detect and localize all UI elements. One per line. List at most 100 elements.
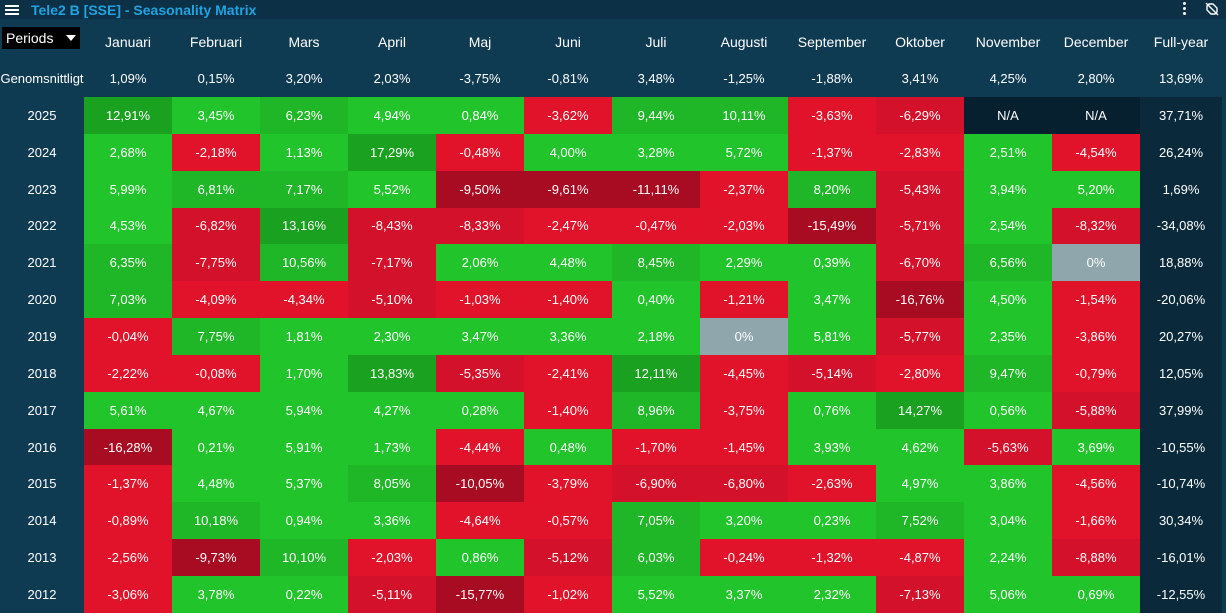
month-return-cell[interactable]: -1,66%	[1052, 502, 1140, 540]
month-header[interactable]: Oktober	[895, 33, 945, 50]
month-return-cell[interactable]: 3,86%	[964, 465, 1052, 503]
month-return-cell[interactable]: -10,05%	[436, 465, 524, 503]
month-return-cell[interactable]: -3,86%	[1052, 318, 1140, 355]
month-return-cell[interactable]: -1,40%	[524, 281, 612, 319]
month-return-cell[interactable]: 0,69%	[1052, 575, 1140, 613]
month-header[interactable]: Juni	[555, 33, 581, 50]
month-return-cell[interactable]: -7,75%	[172, 244, 260, 282]
month-return-cell[interactable]: 14,27%	[876, 391, 964, 429]
month-return-cell[interactable]: -0,89%	[84, 502, 172, 540]
month-return-cell[interactable]: 0%	[700, 318, 788, 355]
month-return-cell[interactable]: -5,11%	[348, 575, 436, 613]
month-header[interactable]: Januari	[105, 33, 151, 50]
month-return-cell[interactable]: 5,52%	[612, 575, 700, 613]
month-return-cell[interactable]: 2,29%	[700, 244, 788, 282]
unlink-icon[interactable]	[1204, 1, 1220, 17]
month-return-cell[interactable]: -4,44%	[436, 428, 524, 466]
month-return-cell[interactable]: -9,61%	[524, 170, 612, 208]
month-return-cell[interactable]: -6,82%	[172, 207, 260, 245]
month-return-cell[interactable]: 1,70%	[260, 354, 348, 392]
month-return-cell[interactable]: 2,06%	[436, 244, 524, 282]
month-return-cell[interactable]: 4,27%	[348, 391, 436, 429]
month-return-cell[interactable]: 10,11%	[700, 97, 788, 134]
month-return-cell[interactable]: 5,20%	[1052, 170, 1140, 208]
month-return-cell[interactable]: -1,54%	[1052, 281, 1140, 319]
month-return-cell[interactable]: 4,00%	[524, 133, 612, 171]
month-return-cell[interactable]: N/A	[964, 97, 1052, 134]
month-return-cell[interactable]: 7,52%	[876, 502, 964, 540]
month-return-cell[interactable]: -2,37%	[700, 170, 788, 208]
month-return-cell[interactable]: -2,22%	[84, 354, 172, 392]
month-return-cell[interactable]: N/A	[1052, 97, 1140, 134]
month-return-cell[interactable]: -5,12%	[524, 539, 612, 576]
month-return-cell[interactable]: 2,68%	[84, 133, 172, 171]
month-return-cell[interactable]: 13,83%	[348, 354, 436, 392]
month-return-cell[interactable]: 17,29%	[348, 133, 436, 171]
month-return-cell[interactable]: -9,73%	[172, 539, 260, 576]
month-return-cell[interactable]: 1,73%	[348, 428, 436, 466]
month-return-cell[interactable]: -3,75%	[700, 391, 788, 429]
month-return-cell[interactable]: 1,13%	[260, 133, 348, 171]
month-header[interactable]: April	[377, 33, 406, 50]
month-return-cell[interactable]: -4,64%	[436, 502, 524, 540]
month-return-cell[interactable]: 0,23%	[788, 502, 876, 540]
month-return-cell[interactable]: -4,56%	[1052, 465, 1140, 503]
month-return-cell[interactable]: -3,63%	[788, 97, 876, 134]
month-return-cell[interactable]: -4,09%	[172, 281, 260, 319]
month-return-cell[interactable]: -16,76%	[876, 281, 964, 319]
month-return-cell[interactable]: 3,28%	[612, 133, 700, 171]
month-return-cell[interactable]: 5,94%	[260, 391, 348, 429]
month-return-cell[interactable]: -2,80%	[876, 354, 964, 392]
month-return-cell[interactable]: 6,23%	[260, 97, 348, 134]
month-return-cell[interactable]: -5,10%	[348, 281, 436, 319]
month-return-cell[interactable]: -6,70%	[876, 244, 964, 282]
month-return-cell[interactable]: 5,72%	[700, 133, 788, 171]
month-return-cell[interactable]: 2,18%	[612, 318, 700, 355]
month-return-cell[interactable]: 0,56%	[964, 391, 1052, 429]
month-return-cell[interactable]: -7,17%	[348, 244, 436, 282]
month-header[interactable]: Mars	[288, 33, 320, 50]
month-return-cell[interactable]: 9,44%	[612, 97, 700, 134]
month-return-cell[interactable]: 3,47%	[436, 318, 524, 355]
month-return-cell[interactable]: 5,91%	[260, 428, 348, 466]
month-return-cell[interactable]: -0,48%	[436, 133, 524, 171]
month-return-cell[interactable]: -1,21%	[700, 281, 788, 319]
month-return-cell[interactable]: 10,18%	[172, 502, 260, 540]
month-header[interactable]: Maj	[468, 33, 492, 50]
month-return-cell[interactable]: -0,57%	[524, 502, 612, 540]
month-return-cell[interactable]: 3,37%	[700, 575, 788, 613]
month-return-cell[interactable]: 4,48%	[172, 465, 260, 503]
month-return-cell[interactable]: 4,97%	[876, 465, 964, 503]
month-return-cell[interactable]: 0,40%	[612, 281, 700, 319]
month-return-cell[interactable]: -1,70%	[612, 428, 700, 466]
month-return-cell[interactable]: 0%	[1052, 244, 1140, 282]
month-return-cell[interactable]: 9,47%	[964, 354, 1052, 392]
month-return-cell[interactable]: -8,33%	[436, 207, 524, 245]
month-return-cell[interactable]: 5,99%	[84, 170, 172, 208]
month-return-cell[interactable]: 13,16%	[260, 207, 348, 245]
month-header[interactable]: September	[797, 33, 867, 50]
month-return-cell[interactable]: -5,71%	[876, 207, 964, 245]
month-return-cell[interactable]: 0,28%	[436, 391, 524, 429]
month-return-cell[interactable]: -16,28%	[84, 428, 172, 466]
month-return-cell[interactable]: 8,96%	[612, 391, 700, 429]
month-return-cell[interactable]: 4,94%	[348, 97, 436, 134]
month-header[interactable]: Juli	[645, 33, 667, 50]
month-return-cell[interactable]: -2,56%	[84, 539, 172, 576]
month-return-cell[interactable]: 4,53%	[84, 207, 172, 245]
month-return-cell[interactable]: -3,06%	[84, 575, 172, 613]
month-return-cell[interactable]: -0,47%	[612, 207, 700, 245]
month-return-cell[interactable]: -1,37%	[84, 465, 172, 503]
month-return-cell[interactable]: -1,02%	[524, 575, 612, 613]
month-return-cell[interactable]: 0,48%	[524, 428, 612, 466]
month-return-cell[interactable]: 3,93%	[788, 428, 876, 466]
month-return-cell[interactable]: -1,32%	[788, 539, 876, 576]
month-return-cell[interactable]: 0,86%	[436, 539, 524, 576]
month-return-cell[interactable]: 3,36%	[348, 502, 436, 540]
month-return-cell[interactable]: 0,84%	[436, 97, 524, 134]
month-return-cell[interactable]: 3,04%	[964, 502, 1052, 540]
hamburger-menu-icon[interactable]	[5, 4, 19, 16]
month-return-cell[interactable]: -0,04%	[84, 318, 172, 355]
month-return-cell[interactable]: -8,88%	[1052, 539, 1140, 576]
month-return-cell[interactable]: 2,35%	[964, 318, 1052, 355]
